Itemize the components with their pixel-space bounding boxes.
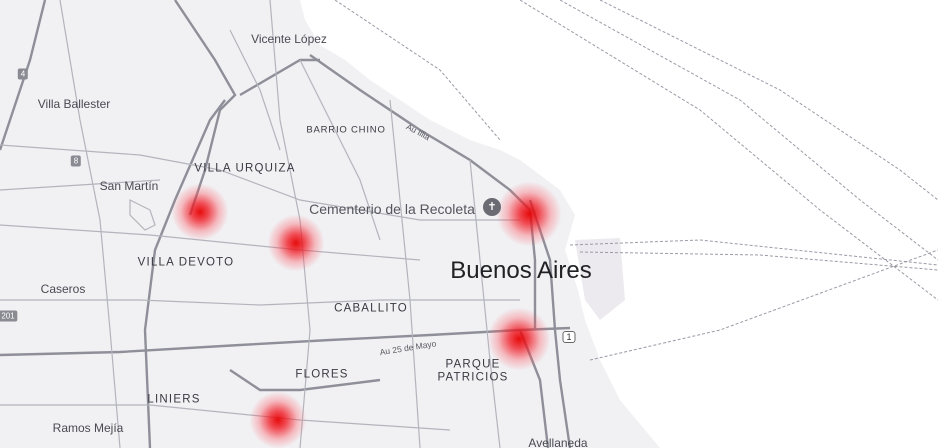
place-label: Avellaneda bbox=[528, 436, 588, 448]
neighborhood-label: VILLA URQUIZA bbox=[194, 162, 296, 175]
neighborhood-label: PATRICIOS bbox=[437, 371, 509, 384]
place-label: Caseros bbox=[40, 282, 86, 296]
heatmap-hotspot bbox=[172, 184, 228, 240]
neighborhood-label: FLORES bbox=[295, 368, 349, 381]
city-label[interactable]: Buenos Aires bbox=[450, 257, 592, 284]
poi-label[interactable]: Cementerio de la Recoleta bbox=[309, 201, 475, 217]
neighborhood-label: PARQUE bbox=[445, 358, 501, 371]
heatmap-hotspot bbox=[497, 182, 561, 246]
heatmap-hotspot bbox=[488, 308, 550, 370]
river-water bbox=[300, 0, 938, 448]
streets bbox=[0, 0, 520, 448]
neighborhood-label: LINIERS bbox=[147, 393, 201, 406]
heatmap-hotspot bbox=[268, 215, 324, 271]
route-shield: 201 bbox=[0, 310, 18, 322]
place-label: San Martín bbox=[99, 179, 159, 193]
route-shield: 8 bbox=[70, 155, 82, 167]
port-area bbox=[575, 238, 625, 320]
neighborhood-label: BARRIO CHINO bbox=[306, 124, 386, 136]
cemetery-icon[interactable]: ✝ bbox=[483, 198, 501, 216]
place-label: Vicente López bbox=[251, 32, 327, 46]
shipping-lanes bbox=[334, 0, 938, 361]
neighborhood-label: CABALLITO bbox=[334, 302, 408, 315]
heatmap-hotspot bbox=[250, 392, 306, 448]
place-label: Villa Ballester bbox=[37, 97, 111, 111]
route-shield: 1 bbox=[562, 331, 576, 343]
neighborhood-label: VILLA DEVOTO bbox=[137, 256, 235, 269]
route-shield: 4 bbox=[17, 68, 29, 80]
place-label: Ramos Mejía bbox=[52, 421, 124, 435]
